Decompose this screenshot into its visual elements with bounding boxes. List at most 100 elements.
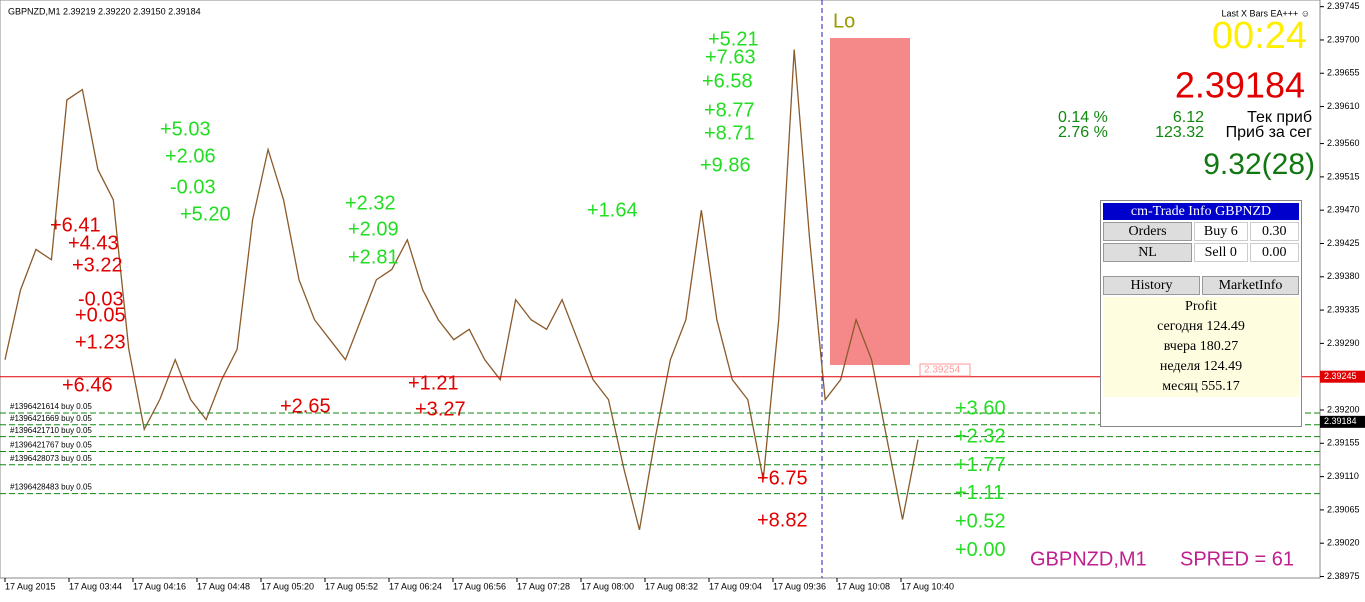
marker: Lo	[833, 10, 855, 32]
order-profit: +1.11	[955, 482, 1004, 504]
day-label: Приб за сег	[1226, 124, 1313, 141]
trade-annotation: +2.32	[345, 192, 396, 214]
trade-annotation: +2.81	[348, 246, 399, 268]
y-tick-label: 2.39745	[1327, 1, 1360, 11]
y-tick-label: 2.39065	[1327, 504, 1360, 514]
y-tick-label: 2.39610	[1327, 101, 1360, 111]
y-tick-label: 2.38975	[1327, 571, 1360, 581]
bid-price: 2.39184	[1175, 65, 1305, 106]
trade-annotation: +1.21	[408, 372, 459, 394]
trade-annotation: +3.22	[72, 254, 123, 276]
cur-label: Тек приб	[1247, 109, 1312, 126]
y-tick-label: 2.39110	[1327, 471, 1359, 481]
y-tick-label: 2.39200	[1327, 404, 1360, 414]
order-label: #1396421669 buy 0.05	[10, 414, 92, 423]
x-tick-label: 17 Aug 05:20	[261, 581, 314, 591]
trade-annotation: +2.65	[280, 395, 331, 417]
y-tick-label: 2.39020	[1327, 538, 1360, 548]
total-profit: 9.32(28)	[1203, 148, 1315, 181]
y-tick-label: 2.39290	[1327, 338, 1360, 348]
trade-annotation: +8.71	[704, 122, 755, 144]
nl-button[interactable]: NL	[1103, 243, 1193, 262]
trade-annotation: +2.06	[165, 145, 216, 167]
order-label: #1396421767 buy 0.05	[10, 441, 92, 450]
panel-title: cm-Trade Info GBPNZD	[1103, 203, 1299, 220]
y-tick-label: 2.39700	[1327, 34, 1360, 44]
x-tick-label: 17 Aug 04:16	[133, 581, 186, 591]
x-tick-label: 17 Aug 10:08	[837, 581, 890, 591]
trade-annotation: +3.27	[415, 398, 466, 420]
y-tick-label: 2.39470	[1327, 205, 1360, 215]
order-label: #1396428073 buy 0.05	[10, 454, 92, 463]
current-tag-bg	[1320, 415, 1365, 428]
zone	[830, 38, 910, 365]
trade-annotation: +9.86	[700, 154, 751, 176]
bid-tag: 2.39245	[1324, 371, 1357, 381]
orders-button[interactable]: Orders	[1103, 222, 1193, 241]
profit-month: месяц 555.17	[1103, 377, 1299, 397]
x-tick-label: 17 Aug 07:28	[517, 581, 570, 591]
x-tick-label: 17 Aug 08:00	[581, 581, 634, 591]
x-tick-label: 17 Aug 05:52	[325, 581, 378, 591]
y-tick-label: 2.39515	[1327, 171, 1360, 181]
x-tick-label: 17 Aug 09:04	[709, 581, 762, 591]
trade-annotation: +8.77	[704, 99, 755, 121]
profit-yesterday: вчера 180.27	[1103, 337, 1299, 357]
trade-annotation: +8.82	[757, 509, 808, 531]
day-profit: 123.32	[1155, 124, 1204, 141]
x-tick-label: 17 Aug 09:36	[773, 581, 826, 591]
symbol-info: GBPNZD,M1	[1030, 548, 1147, 570]
plot-frame	[0, 0, 1321, 579]
window-title: GBPNZD,M1 2.39219 2.39220 2.39150 2.3918…	[8, 6, 201, 16]
order-profit: +1.77	[955, 454, 1006, 476]
trade-annotation: +5.20	[180, 203, 231, 225]
order-label: #1396428483 buy 0.05	[10, 483, 92, 492]
y-tick-label: 2.39560	[1327, 138, 1360, 148]
x-tick-label: 17 Aug 10:40	[901, 581, 954, 591]
trade-annotation: +2.09	[348, 218, 399, 240]
buy-lots: 0.30	[1249, 222, 1299, 241]
history-button[interactable]: History	[1103, 276, 1200, 295]
y-tick-label: 2.39155	[1327, 438, 1360, 448]
marketinfo-button[interactable]: MarketInfo	[1202, 276, 1299, 295]
order-profit: +0.52	[955, 510, 1006, 532]
trade-annotation: +6.75	[757, 467, 808, 489]
cur-pct: 0.14 %	[1058, 109, 1108, 126]
current-tag: 2.39184	[1324, 416, 1357, 426]
trade-annotation: +1.64	[587, 199, 638, 221]
x-tick-label: 17 Aug 06:56	[453, 581, 506, 591]
trade-annotation: +6.46	[62, 374, 113, 396]
x-tick-label: 17 Aug 03:44	[69, 581, 122, 591]
sell: Sell 0	[1194, 243, 1248, 262]
x-tick-label: 17 Aug 06:24	[389, 581, 442, 591]
trade-annotation: -0.03	[170, 176, 216, 198]
trade-annotation: +5.03	[160, 118, 211, 140]
trade-annotation: +4.43	[68, 232, 119, 254]
y-tick-label: 2.39425	[1327, 238, 1360, 248]
x-tick-label: 17 Aug 2015	[5, 581, 56, 591]
trade-annotation: +6.58	[702, 70, 753, 92]
buy: Buy 6	[1194, 222, 1248, 241]
level-tag: 2.39254	[924, 365, 961, 376]
x-tick-label: 17 Aug 04:48	[197, 581, 250, 591]
order-profit: +2.32	[955, 426, 1006, 448]
sell-lots: 0.00	[1249, 243, 1299, 262]
profit-today: сегодня 124.49	[1103, 317, 1299, 337]
trade-info-panel: cm-Trade Info GBPNZD Orders Buy 6 0.30 NL S…	[1100, 200, 1302, 427]
y-tick-label: 2.39655	[1327, 68, 1360, 78]
cur-profit: 6.12	[1173, 109, 1204, 126]
order-profit: +0.00	[955, 539, 1006, 561]
y-tick-label: 2.39380	[1327, 271, 1360, 281]
day-pct: 2.76 %	[1058, 124, 1108, 141]
order-label: #1396421710 buy 0.05	[10, 426, 92, 435]
trade-annotation: -0.03	[78, 288, 124, 310]
price-line	[4, 49, 919, 531]
trade-annotation: +1.23	[75, 331, 126, 353]
order-label: #1396421614 buy 0.05	[10, 402, 92, 411]
bid-tag-bg	[1320, 370, 1365, 383]
trade-annotation: +6.41	[50, 214, 101, 236]
timer: 00:24	[1212, 15, 1307, 57]
trade-annotation: +5.21	[708, 28, 759, 50]
level-tag-box	[919, 363, 971, 377]
